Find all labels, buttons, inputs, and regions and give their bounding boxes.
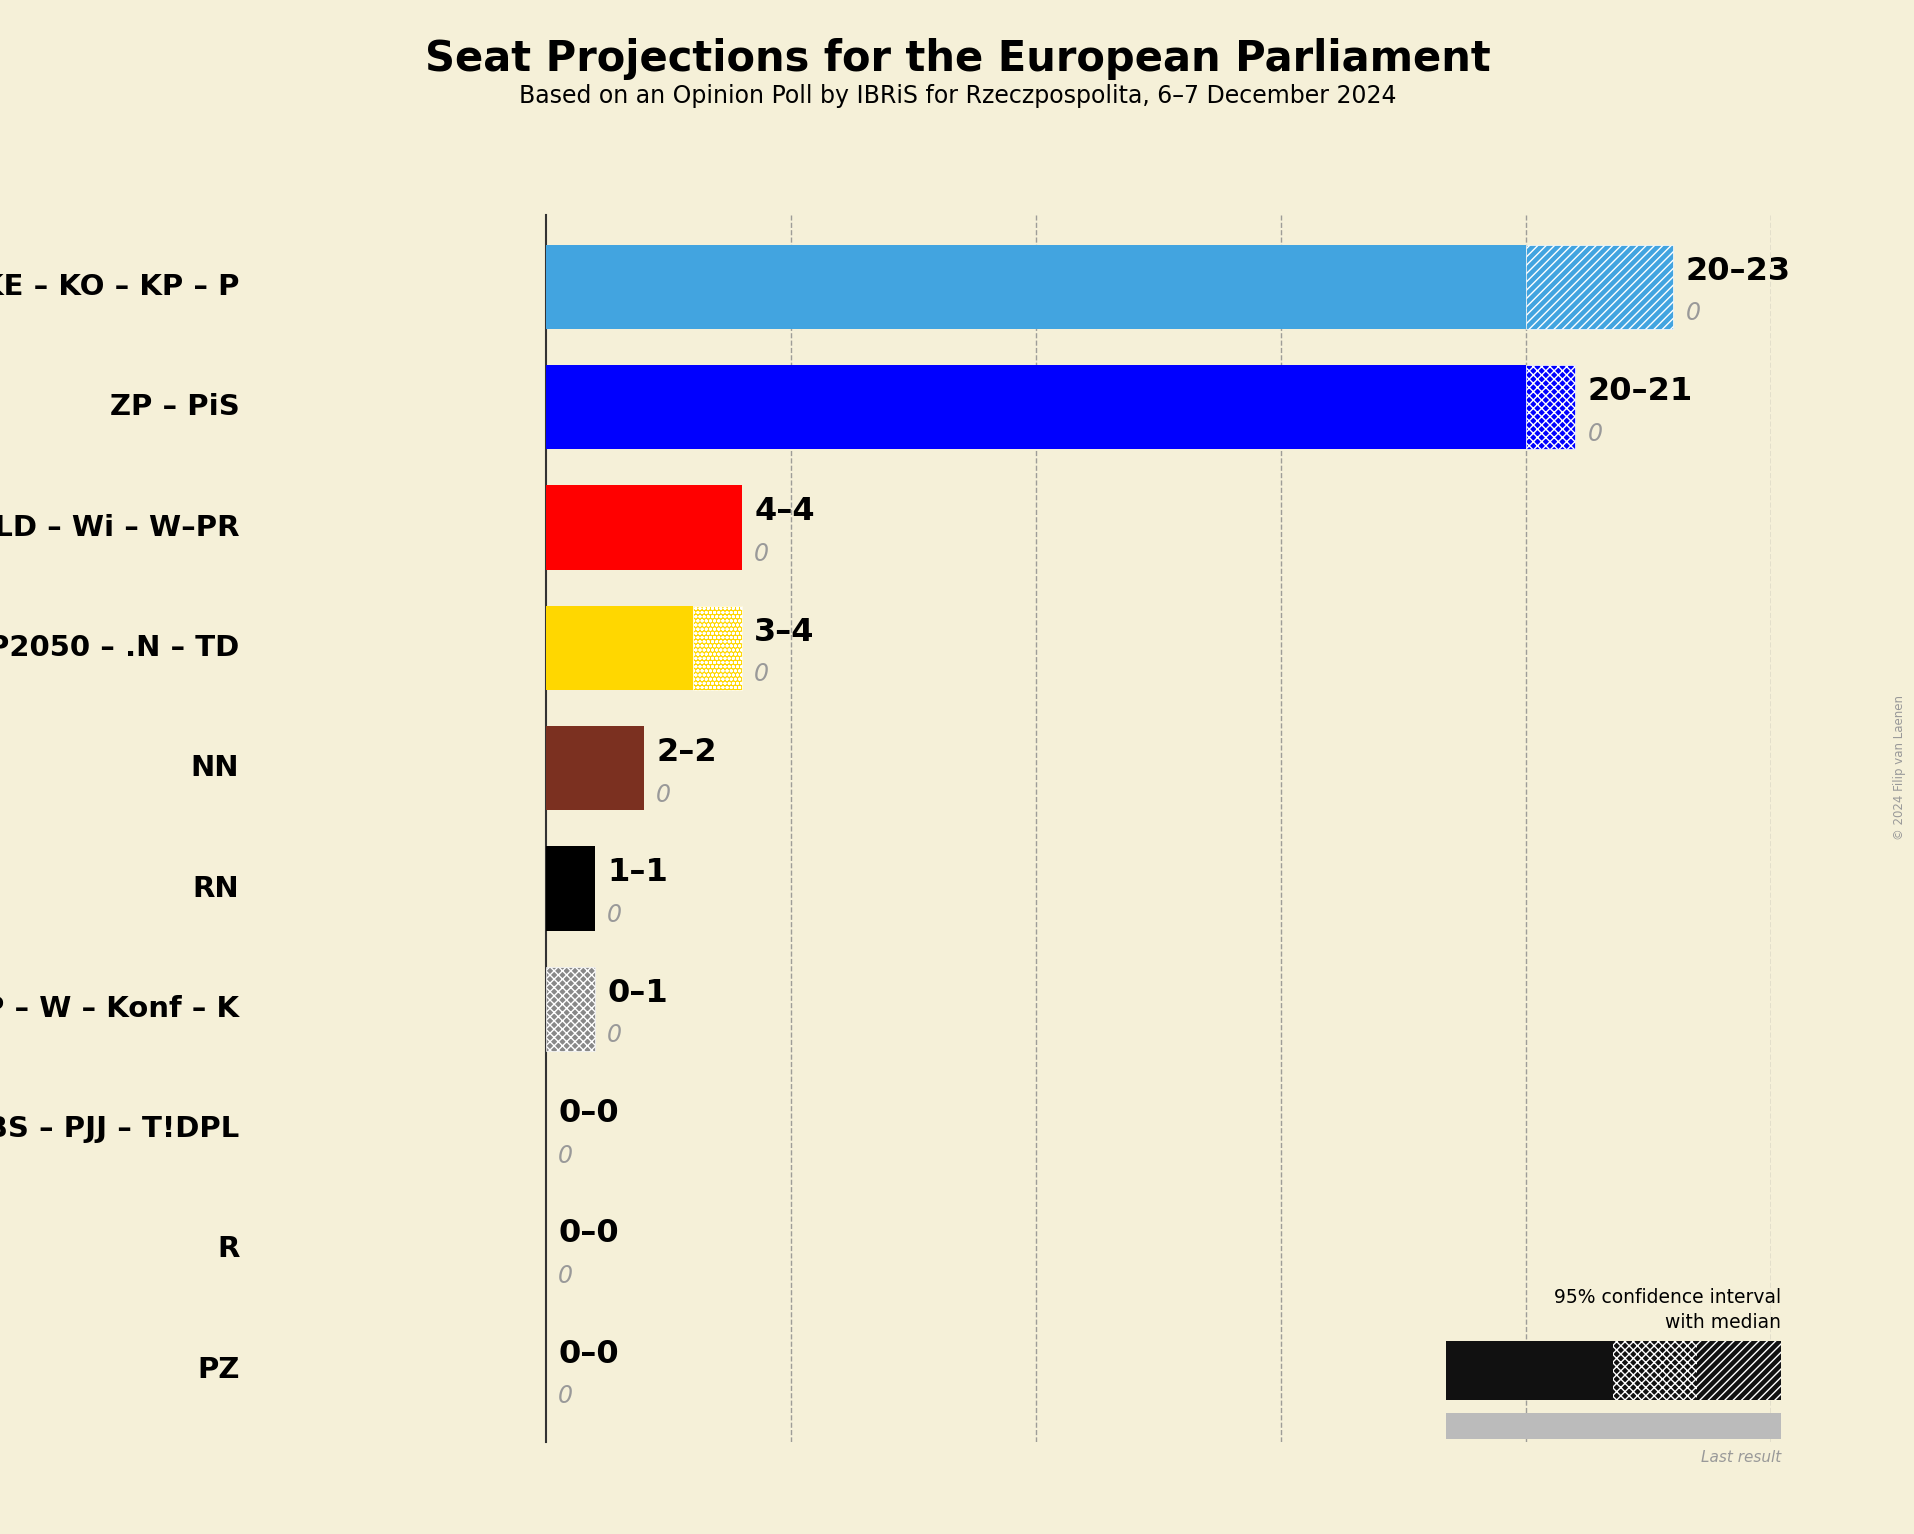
Text: 0: 0 <box>607 904 622 927</box>
Text: 0: 0 <box>1587 422 1602 446</box>
Bar <box>545 966 595 1051</box>
Text: NN: NN <box>191 755 239 782</box>
Text: 0–0: 0–0 <box>557 1339 618 1370</box>
Text: 95% confidence interval
with median: 95% confidence interval with median <box>1552 1287 1780 1332</box>
Bar <box>545 365 1525 449</box>
Bar <box>1612 1341 1696 1399</box>
Text: 0: 0 <box>557 1264 572 1289</box>
Bar <box>545 847 595 931</box>
Bar <box>545 485 741 569</box>
Text: ZP – PiS: ZP – PiS <box>109 393 239 422</box>
Text: 1–1: 1–1 <box>607 858 668 888</box>
Text: 20–23: 20–23 <box>1684 256 1790 287</box>
Text: 20–21: 20–21 <box>1587 376 1692 407</box>
Text: Seat Projections for the European Parliament: Seat Projections for the European Parlia… <box>425 38 1489 80</box>
Text: 0–0: 0–0 <box>557 1098 618 1129</box>
Bar <box>693 606 741 690</box>
Text: Based on an Opinion Poll by IBRiS for Rzeczpospolita, 6–7 December 2024: Based on an Opinion Poll by IBRiS for Rz… <box>519 84 1395 109</box>
Text: 4–4: 4–4 <box>754 497 813 528</box>
Text: 2–2: 2–2 <box>657 736 716 769</box>
Text: R: R <box>216 1235 239 1264</box>
Bar <box>545 606 693 690</box>
Text: 0: 0 <box>1684 301 1700 325</box>
Text: PO – PSL – IP – AU–P – KE – KO – KP – P: PO – PSL – IP – AU–P – KE – KO – KP – P <box>0 273 239 301</box>
Bar <box>545 245 1525 330</box>
Text: L – SLD – Wi – W–PR: L – SLD – Wi – W–PR <box>0 514 239 542</box>
Bar <box>1445 1341 1612 1399</box>
Text: 3–4: 3–4 <box>754 617 813 647</box>
Bar <box>1445 1413 1780 1439</box>
Text: RN: RN <box>193 874 239 902</box>
Text: KKP – W – Konf – K: KKP – W – Konf – K <box>0 996 239 1023</box>
Text: © 2024 Filip van Laenen: © 2024 Filip van Laenen <box>1893 695 1904 839</box>
Text: 0: 0 <box>557 1144 572 1167</box>
Text: 0–0: 0–0 <box>557 1218 618 1249</box>
Text: 0: 0 <box>607 1023 622 1048</box>
Text: 0–1: 0–1 <box>607 977 668 1009</box>
Bar <box>545 726 643 810</box>
Text: CP – AU – BS – PJJ – T!DPL: CP – AU – BS – PJJ – T!DPL <box>0 1115 239 1143</box>
Bar <box>1525 245 1673 330</box>
Text: 0: 0 <box>754 663 769 686</box>
Bar <box>1696 1341 1780 1399</box>
Text: 0: 0 <box>557 1384 572 1408</box>
Text: 0: 0 <box>657 782 670 807</box>
Text: P2050 – .N – TD: P2050 – .N – TD <box>0 634 239 661</box>
Text: 0: 0 <box>754 542 769 566</box>
Text: Last result: Last result <box>1700 1450 1780 1465</box>
Text: PZ: PZ <box>197 1356 239 1384</box>
Bar <box>1525 365 1575 449</box>
